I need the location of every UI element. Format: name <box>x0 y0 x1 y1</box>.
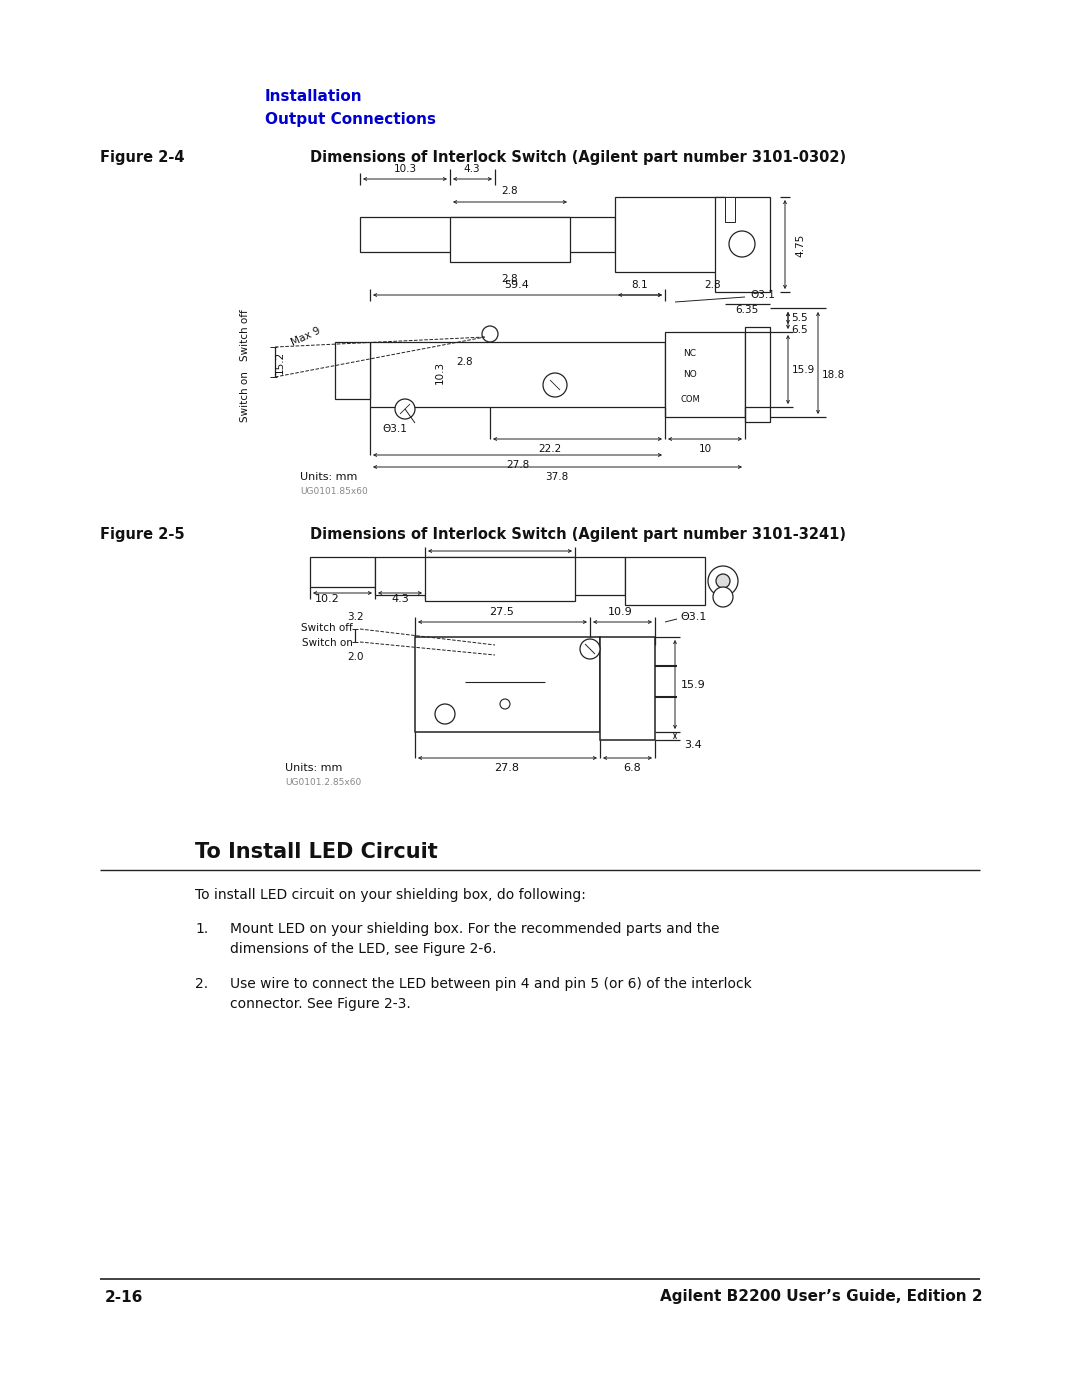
Text: 2.0: 2.0 <box>347 652 363 662</box>
Bar <box>370 342 665 407</box>
Bar <box>600 637 654 740</box>
Text: Installation: Installation <box>265 89 363 103</box>
Text: 2-16: 2-16 <box>105 1289 144 1305</box>
Text: 10.9: 10.9 <box>608 608 633 617</box>
Text: 15.9: 15.9 <box>792 365 814 374</box>
Text: Units: mm: Units: mm <box>300 472 357 482</box>
Bar <box>450 217 570 263</box>
Bar <box>426 557 575 601</box>
Text: 6.35: 6.35 <box>735 305 758 314</box>
Text: Figure 2-5: Figure 2-5 <box>100 527 185 542</box>
Text: 15.9: 15.9 <box>680 680 705 690</box>
Circle shape <box>395 400 415 419</box>
Text: UG0101.2.85x60: UG0101.2.85x60 <box>285 778 361 787</box>
Text: 8.1: 8.1 <box>632 279 648 291</box>
Text: 10.2: 10.2 <box>314 594 339 604</box>
Text: NO: NO <box>684 370 697 379</box>
Bar <box>335 342 370 400</box>
Text: 2.8: 2.8 <box>457 358 473 367</box>
Text: Max 9: Max 9 <box>291 326 323 348</box>
Bar <box>665 332 745 416</box>
Text: 27.5: 27.5 <box>489 608 514 617</box>
Bar <box>310 557 375 587</box>
Text: 3.4: 3.4 <box>684 740 702 750</box>
Text: Mount LED on your shielding box. For the recommended parts and the: Mount LED on your shielding box. For the… <box>230 922 719 936</box>
Text: 2.8: 2.8 <box>704 279 721 291</box>
Text: NC: NC <box>684 349 697 358</box>
Text: Dimensions of Interlock Switch (Agilent part number 3101-3241): Dimensions of Interlock Switch (Agilent … <box>310 527 846 542</box>
Text: 27.8: 27.8 <box>507 460 529 469</box>
Text: Switch off: Switch off <box>240 309 249 360</box>
Circle shape <box>708 566 738 597</box>
Text: Agilent B2200 User’s Guide, Edition 2: Agilent B2200 User’s Guide, Edition 2 <box>660 1289 983 1305</box>
Circle shape <box>482 326 498 342</box>
Text: dimensions of the LED, see Figure 2-6.: dimensions of the LED, see Figure 2-6. <box>230 942 497 956</box>
Text: 5.5: 5.5 <box>792 313 808 323</box>
Text: Θ3.1: Θ3.1 <box>382 425 407 434</box>
Text: Switch off: Switch off <box>301 623 353 633</box>
Text: 4.75: 4.75 <box>795 233 805 257</box>
Text: Output Connections: Output Connections <box>265 112 436 127</box>
Text: 4.3: 4.3 <box>391 594 409 604</box>
Text: 15.2: 15.2 <box>275 351 285 373</box>
Text: Θ3.1: Θ3.1 <box>680 612 706 622</box>
Text: 10.3: 10.3 <box>393 163 417 175</box>
Circle shape <box>543 373 567 397</box>
Text: 22.2: 22.2 <box>538 444 562 454</box>
Text: 10.3: 10.3 <box>435 360 445 384</box>
Bar <box>360 217 615 251</box>
Circle shape <box>713 587 733 608</box>
Text: Units: mm: Units: mm <box>285 763 342 773</box>
Circle shape <box>716 574 730 588</box>
Text: 2.: 2. <box>195 977 208 990</box>
Text: Dimensions of Interlock Switch (Agilent part number 3101-0302): Dimensions of Interlock Switch (Agilent … <box>310 149 846 165</box>
Bar <box>615 197 725 272</box>
Text: 27.8: 27.8 <box>495 763 519 773</box>
Text: COM: COM <box>680 395 700 405</box>
Text: 10: 10 <box>699 444 712 454</box>
Text: Use wire to connect the LED between pin 4 and pin 5 (or 6) of the interlock: Use wire to connect the LED between pin … <box>230 977 752 990</box>
Bar <box>375 557 625 595</box>
Bar <box>725 197 735 222</box>
Text: 1.: 1. <box>195 922 208 936</box>
Circle shape <box>729 231 755 257</box>
Text: 4.3: 4.3 <box>463 163 481 175</box>
Text: 18.8: 18.8 <box>822 370 845 380</box>
Text: UG0101.85x60: UG0101.85x60 <box>300 488 368 496</box>
Text: connector. See Figure 2-3.: connector. See Figure 2-3. <box>230 997 410 1011</box>
Text: Figure 2-4: Figure 2-4 <box>100 149 185 165</box>
Text: To Install LED Circuit: To Install LED Circuit <box>195 842 437 862</box>
Text: To install LED circuit on your shielding box, do following:: To install LED circuit on your shielding… <box>195 888 585 902</box>
Bar <box>745 327 770 422</box>
Text: 3.2: 3.2 <box>347 612 363 622</box>
Bar <box>715 197 770 292</box>
Text: 6.5: 6.5 <box>792 326 808 335</box>
Text: 37.8: 37.8 <box>545 472 569 482</box>
Text: Θ3.1: Θ3.1 <box>750 291 774 300</box>
Bar <box>625 557 705 605</box>
Text: 59.4: 59.4 <box>504 279 529 291</box>
Text: Switch on: Switch on <box>302 638 353 648</box>
Circle shape <box>435 704 455 724</box>
Text: 6.8: 6.8 <box>623 763 640 773</box>
Text: 2.8: 2.8 <box>502 274 518 284</box>
Text: 2.8: 2.8 <box>502 186 518 196</box>
Text: Switch on: Switch on <box>240 372 249 422</box>
Bar <box>415 637 600 732</box>
Circle shape <box>500 698 510 710</box>
Circle shape <box>580 638 600 659</box>
